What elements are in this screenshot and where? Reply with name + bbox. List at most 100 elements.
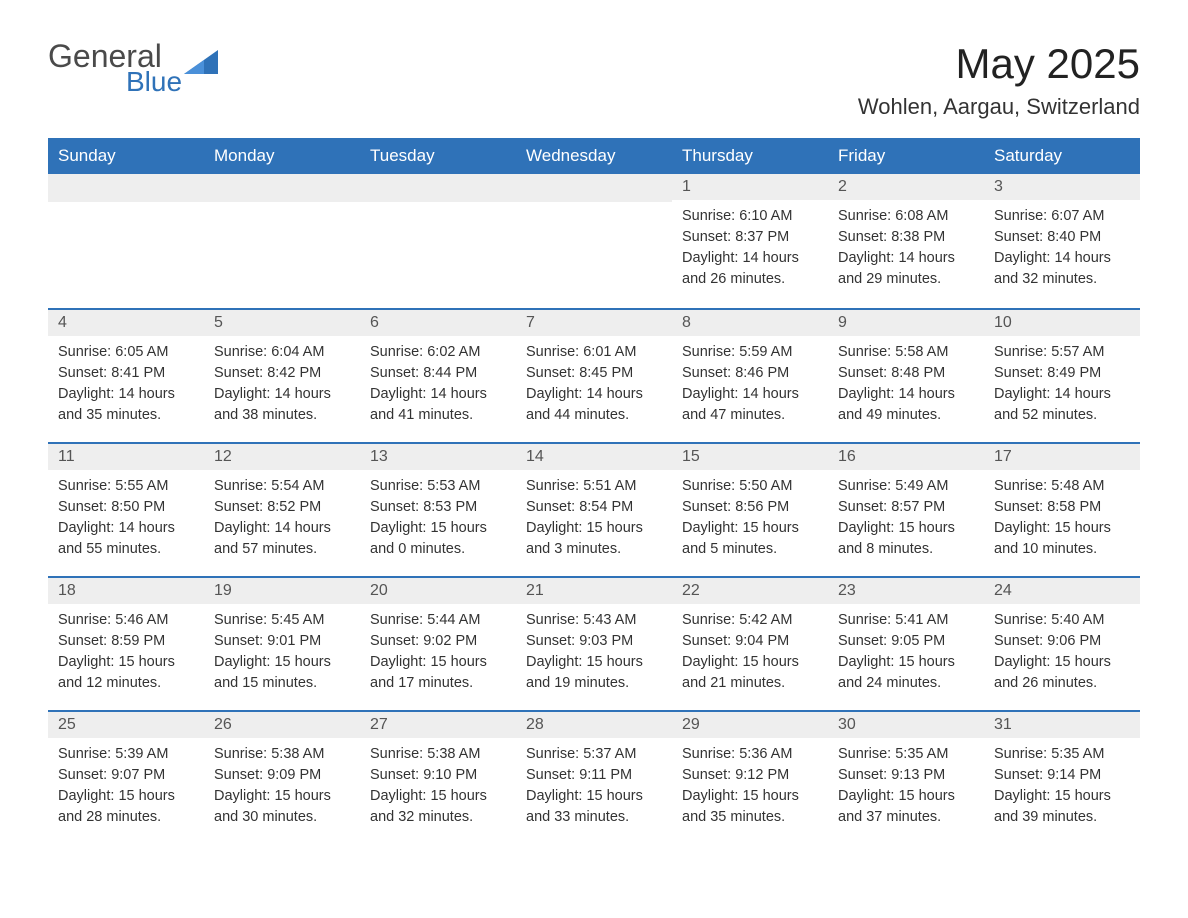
calendar-day-cell: 18Sunrise: 5:46 AMSunset: 8:59 PMDayligh… — [48, 576, 204, 710]
weekday-header-row: SundayMondayTuesdayWednesdayThursdayFrid… — [48, 138, 1140, 174]
sunrise-line: Sunrise: 5:40 AM — [994, 610, 1130, 631]
day-content: Sunrise: 5:58 AMSunset: 8:48 PMDaylight:… — [828, 336, 984, 436]
day-content: Sunrise: 5:48 AMSunset: 8:58 PMDaylight:… — [984, 470, 1140, 570]
daylight-line: Daylight: 14 hours and 29 minutes. — [838, 248, 974, 290]
day-content: Sunrise: 5:55 AMSunset: 8:50 PMDaylight:… — [48, 470, 204, 570]
logo-text-blue: Blue — [126, 68, 182, 96]
sunrise-line: Sunrise: 5:49 AM — [838, 476, 974, 497]
sunrise-line: Sunrise: 5:53 AM — [370, 476, 506, 497]
daylight-line: Daylight: 15 hours and 28 minutes. — [58, 786, 194, 828]
sunset-line: Sunset: 8:46 PM — [682, 363, 818, 384]
sunset-line: Sunset: 9:01 PM — [214, 631, 350, 652]
day-number: 1 — [672, 174, 828, 200]
day-number: 30 — [828, 710, 984, 738]
day-number: 2 — [828, 174, 984, 200]
day-number: 18 — [48, 576, 204, 604]
day-content: Sunrise: 5:35 AMSunset: 9:14 PMDaylight:… — [984, 738, 1140, 838]
daylight-line: Daylight: 15 hours and 5 minutes. — [682, 518, 818, 560]
calendar-day-cell: 15Sunrise: 5:50 AMSunset: 8:56 PMDayligh… — [672, 442, 828, 576]
location-title: Wohlen, Aargau, Switzerland — [858, 94, 1140, 120]
sunset-line: Sunset: 8:38 PM — [838, 227, 974, 248]
calendar-day-cell: 3Sunrise: 6:07 AMSunset: 8:40 PMDaylight… — [984, 174, 1140, 308]
day-number: 15 — [672, 442, 828, 470]
day-number: 3 — [984, 174, 1140, 200]
day-content: Sunrise: 5:38 AMSunset: 9:10 PMDaylight:… — [360, 738, 516, 838]
day-number: 14 — [516, 442, 672, 470]
daylight-line: Daylight: 15 hours and 39 minutes. — [994, 786, 1130, 828]
day-content: Sunrise: 5:39 AMSunset: 9:07 PMDaylight:… — [48, 738, 204, 838]
day-content: Sunrise: 5:44 AMSunset: 9:02 PMDaylight:… — [360, 604, 516, 704]
daylight-line: Daylight: 14 hours and 38 minutes. — [214, 384, 350, 426]
calendar-day-cell: 8Sunrise: 5:59 AMSunset: 8:46 PMDaylight… — [672, 308, 828, 442]
sunset-line: Sunset: 8:40 PM — [994, 227, 1130, 248]
day-number: 11 — [48, 442, 204, 470]
day-number: 29 — [672, 710, 828, 738]
calendar-day-cell: 30Sunrise: 5:35 AMSunset: 9:13 PMDayligh… — [828, 710, 984, 844]
calendar-day-cell: 2 Sunrise: 6:08 AMSunset: 8:38 PMDaylight… — [828, 174, 984, 308]
calendar-day-cell: 1Sunrise: 6:10 AMSunset: 8:37 PMDaylight… — [672, 174, 828, 308]
weekday-header: Saturday — [984, 138, 1140, 174]
day-content: Sunrise: 6:07 AMSunset: 8:40 PMDaylight:… — [984, 200, 1140, 300]
calendar-day-cell: 6Sunrise: 6:02 AMSunset: 8:44 PMDaylight… — [360, 308, 516, 442]
daylight-line: Daylight: 14 hours and 49 minutes. — [838, 384, 974, 426]
calendar-day-cell — [360, 174, 516, 308]
sunset-line: Sunset: 9:11 PM — [526, 765, 662, 786]
sunset-line: Sunset: 8:42 PM — [214, 363, 350, 384]
sunrise-line: Sunrise: 5:35 AM — [994, 744, 1130, 765]
day-content: Sunrise: 5:53 AMSunset: 8:53 PMDaylight:… — [360, 470, 516, 570]
sunrise-line: Sunrise: 5:38 AM — [214, 744, 350, 765]
calendar-day-cell: 28Sunrise: 5:37 AMSunset: 9:11 PMDayligh… — [516, 710, 672, 844]
sunset-line: Sunset: 9:07 PM — [58, 765, 194, 786]
sunrise-line: Sunrise: 6:07 AM — [994, 206, 1130, 227]
daylight-line: Daylight: 14 hours and 52 minutes. — [994, 384, 1130, 426]
day-number: 21 — [516, 576, 672, 604]
sunrise-line: Sunrise: 5:38 AM — [370, 744, 506, 765]
day-number: 24 — [984, 576, 1140, 604]
empty-day-bar — [360, 174, 516, 202]
sunrise-line: Sunrise: 5:51 AM — [526, 476, 662, 497]
day-content: Sunrise: 5:57 AMSunset: 8:49 PMDaylight:… — [984, 336, 1140, 436]
day-content: Sunrise: 5:45 AMSunset: 9:01 PMDaylight:… — [204, 604, 360, 704]
sunset-line: Sunset: 8:58 PM — [994, 497, 1130, 518]
calendar-day-cell — [204, 174, 360, 308]
day-number: 28 — [516, 710, 672, 738]
day-content: Sunrise: 5:51 AMSunset: 8:54 PMDaylight:… — [516, 470, 672, 570]
sunrise-line: Sunrise: 5:41 AM — [838, 610, 974, 631]
day-number: 4 — [48, 308, 204, 336]
daylight-line: Daylight: 15 hours and 10 minutes. — [994, 518, 1130, 560]
daylight-line: Daylight: 15 hours and 12 minutes. — [58, 652, 194, 694]
calendar-week-row: 4Sunrise: 6:05 AMSunset: 8:41 PMDaylight… — [48, 308, 1140, 442]
title-block: May 2025 Wohlen, Aargau, Switzerland — [858, 40, 1140, 120]
sunset-line: Sunset: 9:14 PM — [994, 765, 1130, 786]
sunrise-line: Sunrise: 6:08 AM — [838, 206, 974, 227]
calendar-day-cell: 5Sunrise: 6:04 AMSunset: 8:42 PMDaylight… — [204, 308, 360, 442]
weekday-header: Tuesday — [360, 138, 516, 174]
sunset-line: Sunset: 9:09 PM — [214, 765, 350, 786]
day-content: Sunrise: 5:38 AMSunset: 9:09 PMDaylight:… — [204, 738, 360, 838]
daylight-line: Daylight: 15 hours and 37 minutes. — [838, 786, 974, 828]
daylight-line: Daylight: 15 hours and 35 minutes. — [682, 786, 818, 828]
sunrise-line: Sunrise: 5:57 AM — [994, 342, 1130, 363]
calendar-table: SundayMondayTuesdayWednesdayThursdayFrid… — [48, 138, 1140, 844]
daylight-line: Daylight: 14 hours and 57 minutes. — [214, 518, 350, 560]
sunrise-line: Sunrise: 5:36 AM — [682, 744, 818, 765]
day-number: 17 — [984, 442, 1140, 470]
calendar-day-cell: 26Sunrise: 5:38 AMSunset: 9:09 PMDayligh… — [204, 710, 360, 844]
daylight-line: Daylight: 15 hours and 0 minutes. — [370, 518, 506, 560]
day-content: Sunrise: 6:10 AMSunset: 8:37 PMDaylight:… — [672, 200, 828, 300]
sunrise-line: Sunrise: 5:46 AM — [58, 610, 194, 631]
calendar-day-cell — [516, 174, 672, 308]
day-content: Sunrise: 5:41 AMSunset: 9:05 PMDaylight:… — [828, 604, 984, 704]
day-number: 27 — [360, 710, 516, 738]
day-content: Sunrise: 5:54 AMSunset: 8:52 PMDaylight:… — [204, 470, 360, 570]
calendar-day-cell: 7Sunrise: 6:01 AMSunset: 8:45 PMDaylight… — [516, 308, 672, 442]
sunset-line: Sunset: 8:52 PM — [214, 497, 350, 518]
sunrise-line: Sunrise: 5:54 AM — [214, 476, 350, 497]
daylight-line: Daylight: 14 hours and 32 minutes. — [994, 248, 1130, 290]
daylight-line: Daylight: 14 hours and 44 minutes. — [526, 384, 662, 426]
day-number: 13 — [360, 442, 516, 470]
day-number: 19 — [204, 576, 360, 604]
day-number: 20 — [360, 576, 516, 604]
sunrise-line: Sunrise: 6:10 AM — [682, 206, 818, 227]
calendar-day-cell: 19Sunrise: 5:45 AMSunset: 9:01 PMDayligh… — [204, 576, 360, 710]
